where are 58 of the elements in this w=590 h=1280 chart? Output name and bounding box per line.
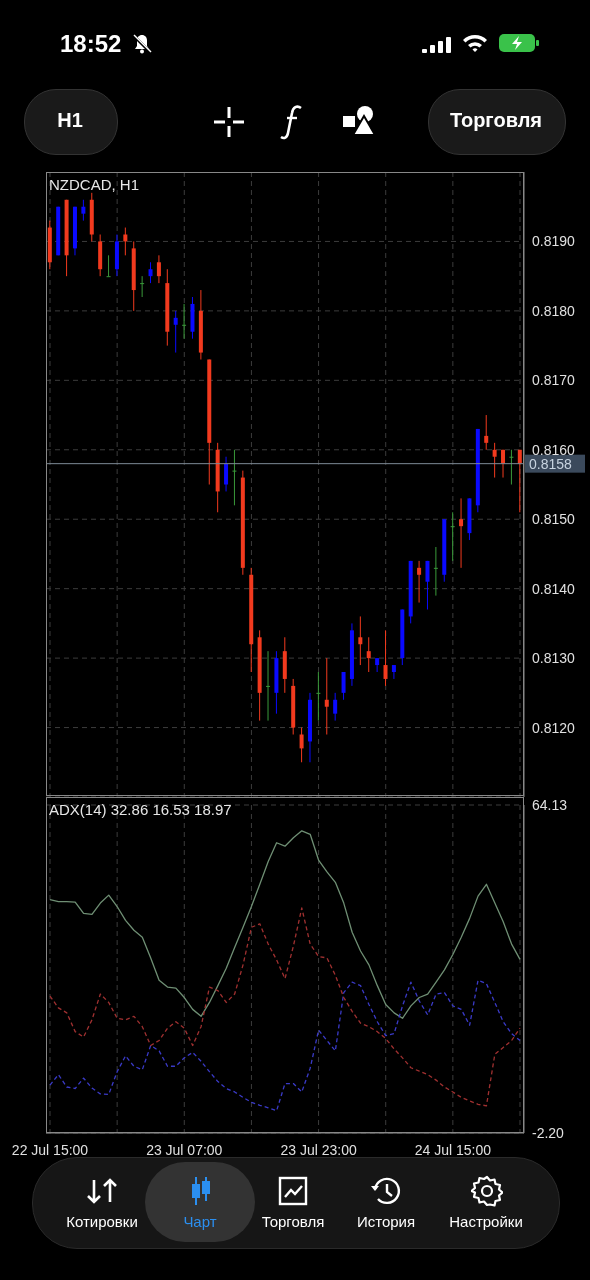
y-tick-label: 64.13 — [532, 796, 568, 813]
candlestick — [156, 254, 161, 284]
y-tick-label: 0.8160 — [532, 441, 576, 458]
chart-title: NZDCAD, H1 — [49, 176, 140, 193]
x-tick-label: 23 Jul 07:00 — [146, 1142, 223, 1158]
candlestick — [433, 546, 438, 597]
text: История — [355, 1213, 417, 1230]
candlestick — [106, 254, 111, 278]
y-tick-label: 0.8150 — [532, 511, 576, 528]
candlestick — [358, 615, 363, 666]
text: Котировки — [65, 1213, 139, 1230]
y-tick-label: 0.8180 — [532, 302, 576, 319]
candlestick — [484, 414, 489, 451]
y-tick-label: 0.8120 — [532, 719, 576, 736]
line-series — [49, 830, 521, 1019]
ref-line-label: 0.8158 — [529, 455, 573, 472]
candlestick — [224, 456, 229, 492]
x-tick-label: 24 Jul 15:00 — [414, 1142, 492, 1158]
candlestick — [81, 199, 86, 222]
candlestick — [266, 650, 271, 722]
candlestick — [140, 275, 145, 298]
candlestick — [383, 629, 388, 687]
candlestick — [182, 303, 187, 340]
chart-title: ADX(14) 32.86 16.53 18.97 — [49, 801, 232, 818]
candlestick — [492, 442, 497, 479]
candlestick — [232, 449, 237, 506]
x-tick-label: 22 Jul 15:00 — [11, 1142, 89, 1158]
candlestick — [316, 671, 321, 722]
candlestick — [509, 449, 514, 485]
candlestick — [450, 511, 455, 562]
candlestick — [517, 449, 522, 513]
candlestick — [501, 449, 506, 479]
candlestick — [417, 560, 422, 604]
y-tick-label: 0.8130 — [532, 650, 576, 667]
y-tick-label: 0.8190 — [532, 233, 576, 250]
candlestick — [341, 671, 346, 701]
x-tick-label: 23 Jul 23:00 — [280, 1142, 357, 1158]
candlestick — [425, 560, 430, 610]
candlestick — [324, 657, 329, 735]
candlestick — [391, 664, 396, 680]
candlestick — [148, 261, 153, 284]
text: H1 — [56, 109, 84, 132]
candlestick — [459, 497, 464, 569]
text: 18:52 — [60, 30, 122, 58]
y-tick-label: 0.8140 — [532, 580, 576, 597]
y-tick-label: -2.20 — [532, 1124, 565, 1141]
candlestick — [375, 657, 380, 673]
candlestick — [333, 692, 338, 722]
y-tick-label: 0.8170 — [532, 372, 576, 389]
candlestick — [366, 636, 371, 673]
text: Настройки — [448, 1213, 524, 1230]
line-series — [49, 907, 521, 1107]
candlestick — [299, 727, 304, 763]
text: Торговля — [260, 1213, 326, 1230]
candlestick — [173, 310, 178, 354]
line-series — [49, 979, 521, 1112]
text: Чарт — [182, 1213, 218, 1230]
text: Торговля — [448, 109, 544, 132]
